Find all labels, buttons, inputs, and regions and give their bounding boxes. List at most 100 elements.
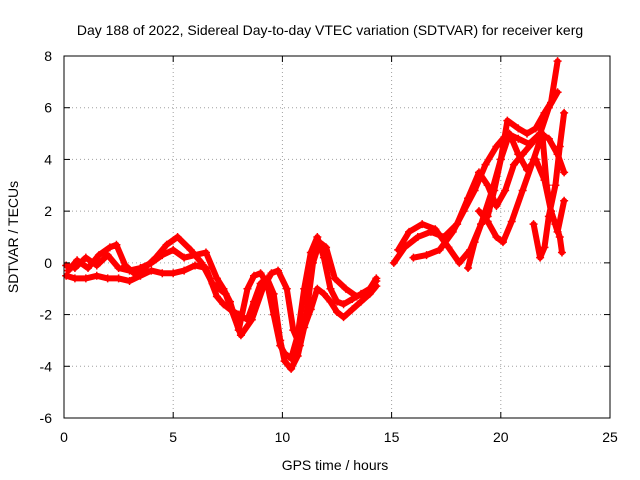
data-point xyxy=(341,284,350,293)
data-point xyxy=(81,253,90,262)
y-tick-label: 0 xyxy=(44,255,52,271)
series-track-main-c xyxy=(64,233,381,350)
data-point xyxy=(448,227,457,236)
data-point xyxy=(459,207,468,216)
data-point xyxy=(247,315,256,324)
data-point xyxy=(221,289,230,298)
data-point xyxy=(363,287,372,296)
data-point xyxy=(84,264,93,273)
data-point xyxy=(274,266,283,275)
series-line xyxy=(410,89,561,261)
data-point xyxy=(197,258,206,267)
data-point xyxy=(444,243,453,252)
data-point xyxy=(287,354,296,363)
data-point xyxy=(293,351,302,360)
data-point xyxy=(496,155,505,164)
data-point xyxy=(544,212,553,221)
data-point xyxy=(560,196,569,205)
data-point xyxy=(509,160,518,169)
x-tick-label: 0 xyxy=(60,429,68,445)
data-point xyxy=(180,253,189,262)
data-point xyxy=(492,233,501,241)
data-point xyxy=(492,142,501,151)
data-point xyxy=(158,269,167,278)
y-tick-label: 2 xyxy=(44,203,52,219)
data-point xyxy=(103,274,112,283)
data-point xyxy=(477,220,486,229)
data-point xyxy=(490,186,499,195)
data-point xyxy=(186,245,195,254)
data-series xyxy=(62,57,569,373)
data-point xyxy=(114,274,123,283)
data-point xyxy=(492,201,501,210)
data-point xyxy=(553,88,562,97)
data-point xyxy=(372,276,381,285)
data-point xyxy=(243,284,252,293)
data-point xyxy=(394,245,403,254)
data-point xyxy=(333,307,341,316)
x-tick-label: 20 xyxy=(493,429,509,445)
y-axis-label: SDTVAR / TECUs xyxy=(5,181,21,293)
data-point xyxy=(507,217,516,226)
data-point xyxy=(339,300,348,309)
x-tick-label: 25 xyxy=(602,429,618,445)
data-point xyxy=(147,266,156,275)
data-point xyxy=(333,297,341,306)
data-point xyxy=(212,274,221,283)
data-point xyxy=(555,233,564,241)
data-point xyxy=(92,261,101,270)
y-tick-label: -2 xyxy=(40,307,53,323)
data-point xyxy=(129,269,138,278)
data-point xyxy=(267,269,276,278)
data-point xyxy=(470,186,479,195)
y-tick-label: 8 xyxy=(44,48,52,64)
data-point xyxy=(529,220,538,229)
data-point xyxy=(483,217,492,226)
data-point xyxy=(431,225,440,234)
data-point xyxy=(276,341,285,350)
data-point xyxy=(505,129,514,138)
data-point xyxy=(555,142,564,151)
data-point xyxy=(330,274,339,283)
plot-frame xyxy=(63,55,611,419)
data-point xyxy=(94,251,103,260)
data-point xyxy=(501,186,510,195)
data-point xyxy=(474,207,483,216)
data-point xyxy=(70,274,79,283)
data-point xyxy=(435,245,444,254)
data-point xyxy=(280,349,289,358)
data-point xyxy=(269,310,278,319)
data-point xyxy=(551,181,560,190)
data-point xyxy=(529,155,538,164)
data-point xyxy=(409,253,418,262)
data-point xyxy=(470,238,479,247)
data-point xyxy=(313,284,322,293)
chart-title: Day 188 of 2022, Sidereal Day-to-day VTE… xyxy=(77,22,583,38)
x-axis-label: GPS time / hours xyxy=(282,457,389,473)
data-point xyxy=(308,258,317,267)
data-point xyxy=(352,292,361,301)
data-point xyxy=(191,261,200,270)
data-point xyxy=(357,297,366,306)
data-point xyxy=(162,240,171,249)
data-point xyxy=(81,274,90,283)
data-point xyxy=(455,258,464,267)
data-point xyxy=(389,258,398,267)
data-point xyxy=(523,129,532,138)
y-tick-label: 4 xyxy=(44,151,52,167)
data-point xyxy=(173,233,182,241)
data-point xyxy=(92,271,101,280)
data-point xyxy=(287,364,296,373)
data-point xyxy=(518,186,527,195)
x-tick-label: 10 xyxy=(275,429,291,445)
data-point xyxy=(169,245,178,254)
data-point xyxy=(560,168,569,177)
data-point xyxy=(105,243,114,252)
data-point xyxy=(180,266,189,275)
data-point xyxy=(514,124,523,133)
data-point xyxy=(498,238,507,247)
data-point xyxy=(514,134,523,143)
axis-ticks xyxy=(63,55,611,419)
axis-tick-labels: 0 5 10 15 20 25 -6 -4 -2 0 2 4 6 8 xyxy=(40,48,618,445)
